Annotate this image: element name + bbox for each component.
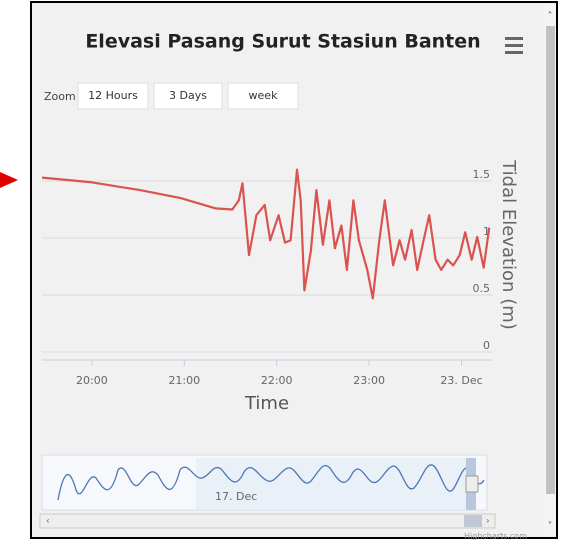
menu-bar xyxy=(505,44,523,47)
y-tick-label: 0 xyxy=(483,339,490,352)
navigator-date-label: 17. Dec xyxy=(215,490,257,503)
menu-button[interactable] xyxy=(505,37,523,54)
zoom-label: Zoom xyxy=(44,90,76,103)
zoom-button-label[interactable]: week xyxy=(249,89,279,102)
vertical-scrollbar-thumb[interactable] xyxy=(546,26,555,494)
zoom-button[interactable] xyxy=(77,82,149,110)
zoom-button-label[interactable]: 12 Hours xyxy=(88,89,138,102)
horizontal-scrollbar[interactable] xyxy=(39,513,496,529)
x-tick-label: 23:00 xyxy=(353,374,385,387)
scroll-up-arrow[interactable]: ˄ xyxy=(548,10,553,22)
series-line xyxy=(42,168,491,300)
y-tick-label: 1.5 xyxy=(473,168,491,181)
navigator-handle[interactable] xyxy=(465,475,479,493)
navigator-mask xyxy=(196,458,466,510)
x-axis-title: Time xyxy=(244,393,289,414)
scroll-right-arrow[interactable]: › xyxy=(486,517,490,527)
y-tick-label: 1 xyxy=(483,225,490,238)
scroll-down-arrow[interactable]: ˅ xyxy=(548,520,553,532)
x-tick-label: 21:00 xyxy=(168,374,200,387)
scroll-left-arrow[interactable]: ‹ xyxy=(46,517,50,527)
menu-bar xyxy=(505,51,523,54)
zoom-button[interactable] xyxy=(227,82,299,110)
scrollbar-thumb[interactable] xyxy=(464,515,482,527)
zoom-button-label[interactable]: 3 Days xyxy=(169,89,207,102)
x-tick-label: 22:00 xyxy=(261,374,293,387)
x-tick-label: 20:00 xyxy=(76,374,108,387)
zoom-button[interactable] xyxy=(153,82,223,110)
y-tick-label: 0.5 xyxy=(473,282,491,295)
chart-title: Elevasi Pasang Surut Stasiun Banten xyxy=(85,31,480,53)
pointer-arrow xyxy=(0,172,18,188)
x-tick-label: 23. Dec xyxy=(440,374,482,387)
y-axis-title: Tidal Elevation (m) xyxy=(498,159,519,330)
credits: Highcharts.com xyxy=(464,532,527,541)
navigator-series xyxy=(57,464,485,501)
plot-layer: 0 0.5 1 1.5 20:00 21:00 22:00 23:00 23. Dec xyxy=(42,168,492,387)
menu-bar xyxy=(505,37,523,40)
